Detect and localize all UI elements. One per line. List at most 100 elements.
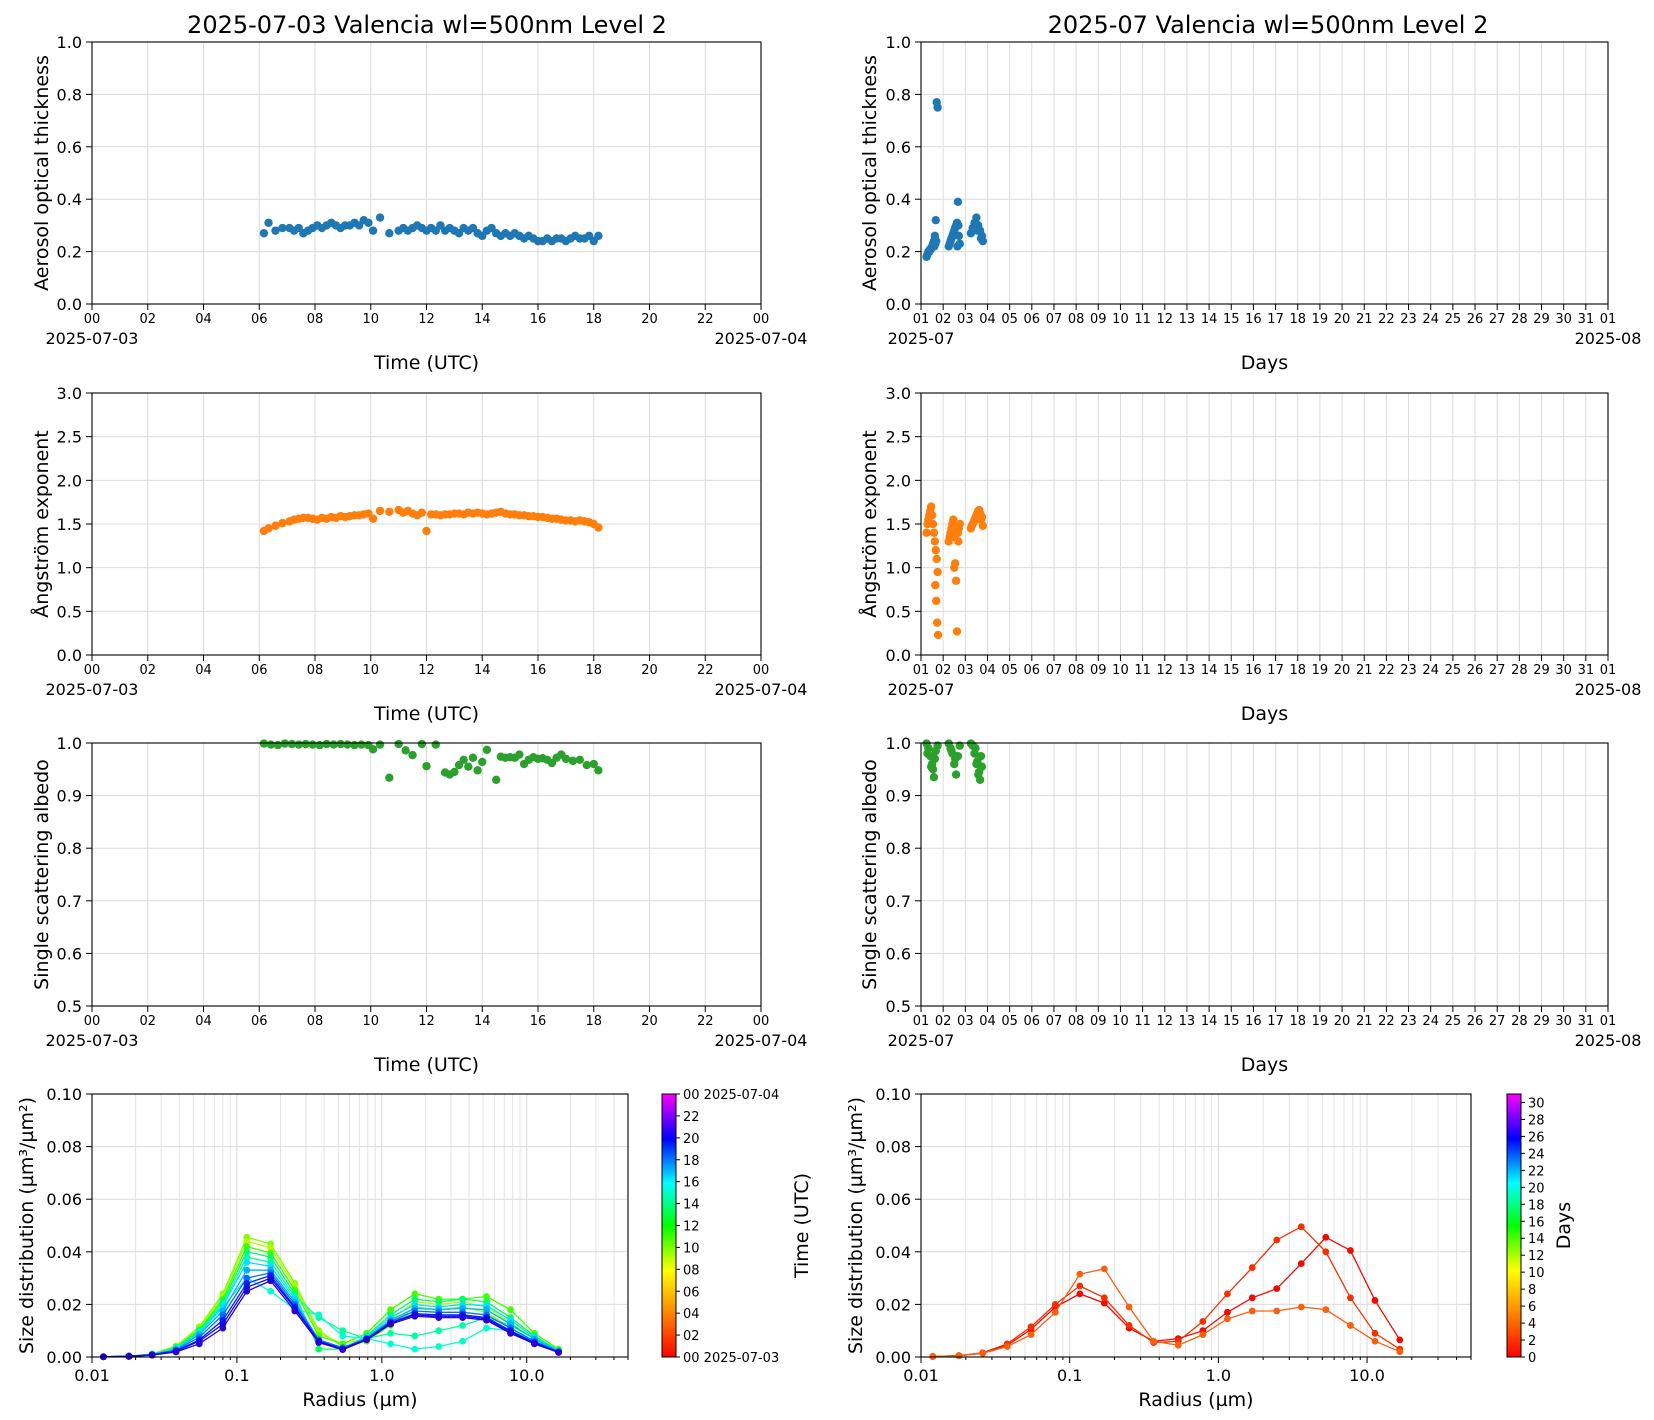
colorbar-tick-label: 30 xyxy=(1528,1096,1545,1111)
x-tick-label: 12 xyxy=(1157,1014,1174,1029)
data-point xyxy=(932,618,942,627)
series-point xyxy=(243,1258,251,1266)
series-point xyxy=(1224,1315,1231,1323)
x-tick-label: 05 xyxy=(1001,663,1018,678)
series-point xyxy=(1248,1264,1256,1271)
data-point xyxy=(933,630,943,640)
x-tick-label: 13 xyxy=(1179,663,1196,678)
x-tick-label: 13 xyxy=(1179,1014,1196,1029)
x-tick-label: 08 xyxy=(307,1014,324,1029)
series-point xyxy=(1051,1301,1059,1308)
colorbar-tick-label: 00 2025-07-03 xyxy=(683,1351,779,1366)
x-tick-label: 18 xyxy=(585,663,602,678)
y-tick-label: 0.02 xyxy=(875,1295,911,1314)
x-tick-label: 04 xyxy=(195,1014,212,1029)
grid xyxy=(915,392,1609,661)
series-point xyxy=(1297,1260,1305,1268)
x-tick-label: 00 xyxy=(753,1014,770,1029)
y-tick-label: 1.0 xyxy=(886,734,911,753)
y-tick-label: 0.00 xyxy=(875,1348,911,1367)
series-point xyxy=(387,1306,395,1314)
data-layer xyxy=(259,505,603,536)
y-tick-label: 0.0 xyxy=(886,295,911,314)
x-tick-label: 29 xyxy=(1533,1014,1550,1029)
series-point xyxy=(435,1343,443,1350)
data-point xyxy=(955,519,964,529)
x-date-label-start: 2025-07 xyxy=(888,1031,955,1050)
x-tick-label: 15 xyxy=(1223,1014,1240,1029)
x-tick-label: 00 xyxy=(753,663,770,678)
y-tick-label: 0.6 xyxy=(886,944,911,963)
x-tick-label: 31 xyxy=(1578,1014,1595,1029)
y-tick-label: 3.0 xyxy=(886,384,911,403)
y-tick-label: 0.5 xyxy=(886,602,911,621)
x-axis-label: Days xyxy=(1241,352,1288,374)
data-point xyxy=(922,528,931,537)
series-point xyxy=(1199,1331,1207,1339)
x-tick-label: 06 xyxy=(251,1014,268,1029)
y-tick-label: 0.5 xyxy=(57,997,82,1016)
x-tick-label: 02 xyxy=(935,663,952,678)
series-line xyxy=(932,1268,1401,1358)
x-tick-label: 12 xyxy=(418,1014,435,1029)
x-date-label-start: 2025-07-03 xyxy=(46,329,139,348)
y-tick-label: 2.5 xyxy=(886,428,911,447)
colorbar-tick-label: 20 xyxy=(683,1132,700,1147)
x-tick-label: 06 xyxy=(1024,312,1041,327)
grid xyxy=(915,742,1609,1012)
y-tick-label: 0.2 xyxy=(57,243,82,262)
x-tick-label: 07 xyxy=(1046,312,1063,327)
x-tick-label: 02 xyxy=(935,1014,952,1029)
x-tick-label: 09 xyxy=(1090,312,1107,327)
x-tick-label: 10 xyxy=(362,1014,379,1029)
data-point xyxy=(417,739,427,749)
x-tick-label: 19 xyxy=(1312,663,1329,678)
series-point xyxy=(1396,1348,1404,1356)
data-point xyxy=(375,740,385,749)
y-tick-label: 0.0 xyxy=(57,646,82,665)
plot-frame xyxy=(91,1093,629,1358)
x-tick-label: 03 xyxy=(957,312,974,327)
x-tick-label: 09 xyxy=(1090,663,1107,678)
series-point xyxy=(1371,1337,1379,1345)
x-tick-label: 10 xyxy=(362,663,379,678)
x-tick-label: 18 xyxy=(1289,663,1306,678)
data-point xyxy=(278,223,287,233)
x-date-label-end: 2025-08 xyxy=(1575,329,1642,348)
x-tick-label: 0.1 xyxy=(1057,1366,1082,1385)
monthly-aod-panel: 0.0 0.2 0.4 0.6 0.8 1.0 01 02 03 04 05 06 07 08 09 10 11… xyxy=(859,33,1641,374)
title-daily: 2025-07-03 Valencia wl=500nm Level 2 xyxy=(187,11,667,39)
x-tick-label: 16 xyxy=(1245,312,1262,327)
x-tick-label: 01 xyxy=(913,1014,930,1029)
data-layer xyxy=(922,502,988,640)
data-point xyxy=(417,508,427,517)
x-tick-label: 29 xyxy=(1533,663,1550,678)
colorbar-tick-label: 12 xyxy=(1528,1249,1545,1264)
series-point xyxy=(1396,1336,1404,1344)
x-date-label-end: 2025-07-04 xyxy=(715,1031,808,1050)
colorbar: 00 2025-07-03 02 04 06 08 10 12 14 16 18 20 22 00 20… xyxy=(661,1088,813,1366)
monthly-ssa-panel: 0.5 0.6 0.7 0.8 0.9 1.0 01 02 03 04 05 06 07 08 09 10 11… xyxy=(859,734,1641,1076)
series-point xyxy=(387,1340,395,1348)
x-tick-label: 10 xyxy=(362,312,379,327)
x-tick-label: 18 xyxy=(585,1014,602,1029)
data-point xyxy=(301,739,310,749)
data-point xyxy=(950,754,960,763)
x-tick-label: 18 xyxy=(1289,312,1306,327)
series-point xyxy=(1125,1322,1133,1329)
x-tick-label: 10.0 xyxy=(1349,1366,1385,1385)
x-tick-label: 08 xyxy=(1068,663,1085,678)
y-tick-label: 0.5 xyxy=(886,997,911,1016)
data-point xyxy=(473,766,482,775)
x-tick-label: 01 xyxy=(1600,1014,1617,1029)
data-point xyxy=(932,596,941,606)
data-point xyxy=(385,229,394,238)
colorbar-tick-label: 08 xyxy=(683,1263,700,1278)
data-point xyxy=(259,229,269,238)
colorbar-tick-label: 14 xyxy=(1528,1232,1545,1247)
data-point xyxy=(929,528,939,537)
x-tick-label: 28 xyxy=(1511,312,1528,327)
data-point xyxy=(928,519,938,529)
series-point xyxy=(483,1293,490,1300)
